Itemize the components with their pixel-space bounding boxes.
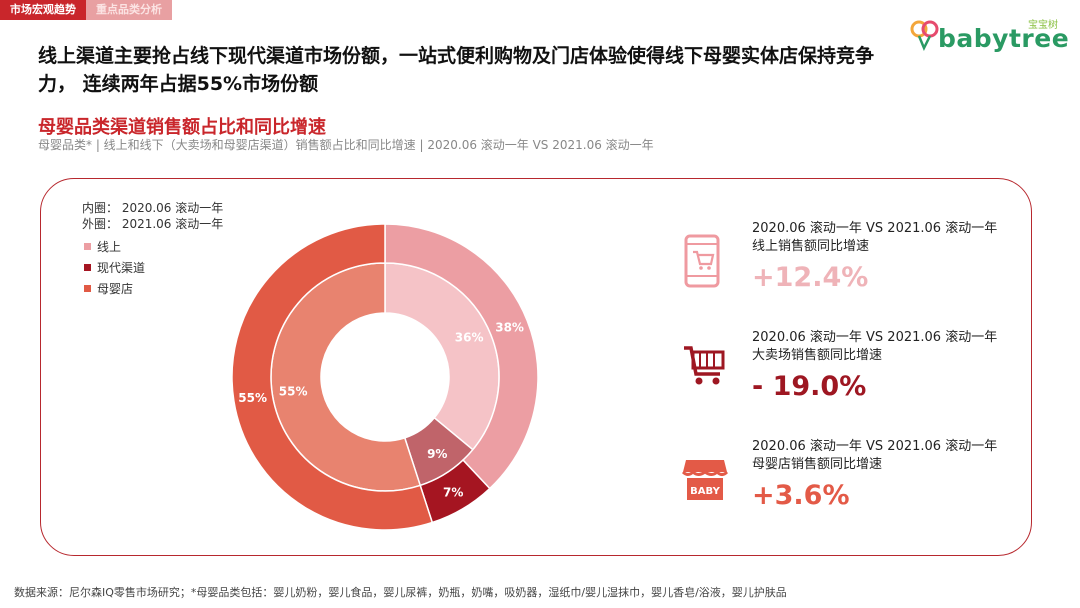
metric-online: 2020.06 滚动一年 VS 2021.06 滚动一年 线上销售额同比增速 +… xyxy=(752,220,997,293)
legend-swatch xyxy=(84,264,91,271)
inner-slice-label-0: 36% xyxy=(455,330,484,344)
metric-period: 2020.06 滚动一年 VS 2021.06 滚动一年 xyxy=(752,439,998,454)
tab-category-analysis[interactable]: 重点品类分析 xyxy=(86,0,172,20)
legend-item-online: 线上 xyxy=(84,238,121,255)
logo-chinese: 宝宝树 xyxy=(1028,20,1058,31)
section-subtitle: 母婴品类* | 线上和线下（大卖场和母婴店渠道）销售额占比和同比增速 | 202… xyxy=(38,138,654,152)
top-tab-bar: 市场宏观趋势 重点品类分析 xyxy=(0,0,172,20)
outer-slice-0 xyxy=(384,223,539,490)
legend-label: 线上 xyxy=(97,240,122,254)
legend-label: 现代渠道 xyxy=(97,261,146,275)
metric-title: 大卖场销售额同比增速 xyxy=(752,348,883,363)
metric-value: - 19.0% xyxy=(752,371,867,402)
metric-hypermarket: 2020.06 滚动一年 VS 2021.06 滚动一年 大卖场销售额同比增速 … xyxy=(752,329,997,402)
legend-inner-ring: 内圈： 2020.06 滚动一年 xyxy=(82,201,224,215)
shopping-cart-icon xyxy=(684,346,725,385)
metric-title: 线上销售额同比增速 xyxy=(752,239,870,254)
metric-period: 2020.06 滚动一年 VS 2021.06 滚动一年 xyxy=(752,221,998,236)
legend-label: 母婴店 xyxy=(97,282,134,296)
baby-store-icon: BABY xyxy=(682,460,728,500)
legend-swatch xyxy=(84,243,91,250)
inner-slice-label-2: 55% xyxy=(279,385,308,399)
legend-swatch xyxy=(84,285,91,292)
outer-slice-label-0: 38% xyxy=(495,321,524,335)
metric-title: 母婴店销售额同比增速 xyxy=(752,457,883,472)
legend-item-store: 母婴店 xyxy=(84,280,133,297)
outer-slice-label-2: 55% xyxy=(238,391,267,405)
balloon-logo-icon xyxy=(910,20,939,52)
legend-item-modern: 现代渠道 xyxy=(84,259,145,276)
outer-slice-label-1: 7% xyxy=(443,485,463,499)
inner-slice-label-1: 9% xyxy=(427,447,447,461)
metric-period: 2020.06 滚动一年 VS 2021.06 滚动一年 xyxy=(752,330,998,345)
footer-source: 数据来源：尼尔森IQ零售市场研究；*母婴品类包括：婴儿奶粉，婴儿食品，婴儿尿裤，… xyxy=(14,586,787,599)
baby-sign-text: BABY xyxy=(690,486,720,497)
legend-outer-ring: 外圈： 2021.06 滚动一年 xyxy=(82,217,224,231)
donut-chart: 36% 9% 55% 38% 7% 55% xyxy=(231,223,539,531)
section-title: 母婴品类渠道销售额占比和同比增速 xyxy=(38,117,326,138)
chart-panel xyxy=(40,178,1032,556)
tab-market-trend[interactable]: 市场宏观趋势 xyxy=(0,0,86,20)
metric-baby-store: 2020.06 滚动一年 VS 2021.06 滚动一年 母婴店销售额同比增速 … xyxy=(752,438,997,511)
babytree-logo: babytree 宝宝树 xyxy=(910,12,1069,56)
metric-value: +3.6% xyxy=(752,480,850,511)
outer-slice-2 xyxy=(231,223,434,531)
mobile-cart-icon xyxy=(684,234,720,288)
page-headline: 线上渠道主要抢占线下现代渠道市场份额，一站式便利购物及门店体验使得线下母婴实体店… xyxy=(38,45,875,95)
logo-wordmark: babytree xyxy=(938,24,1070,53)
metric-value: +12.4% xyxy=(752,262,869,293)
